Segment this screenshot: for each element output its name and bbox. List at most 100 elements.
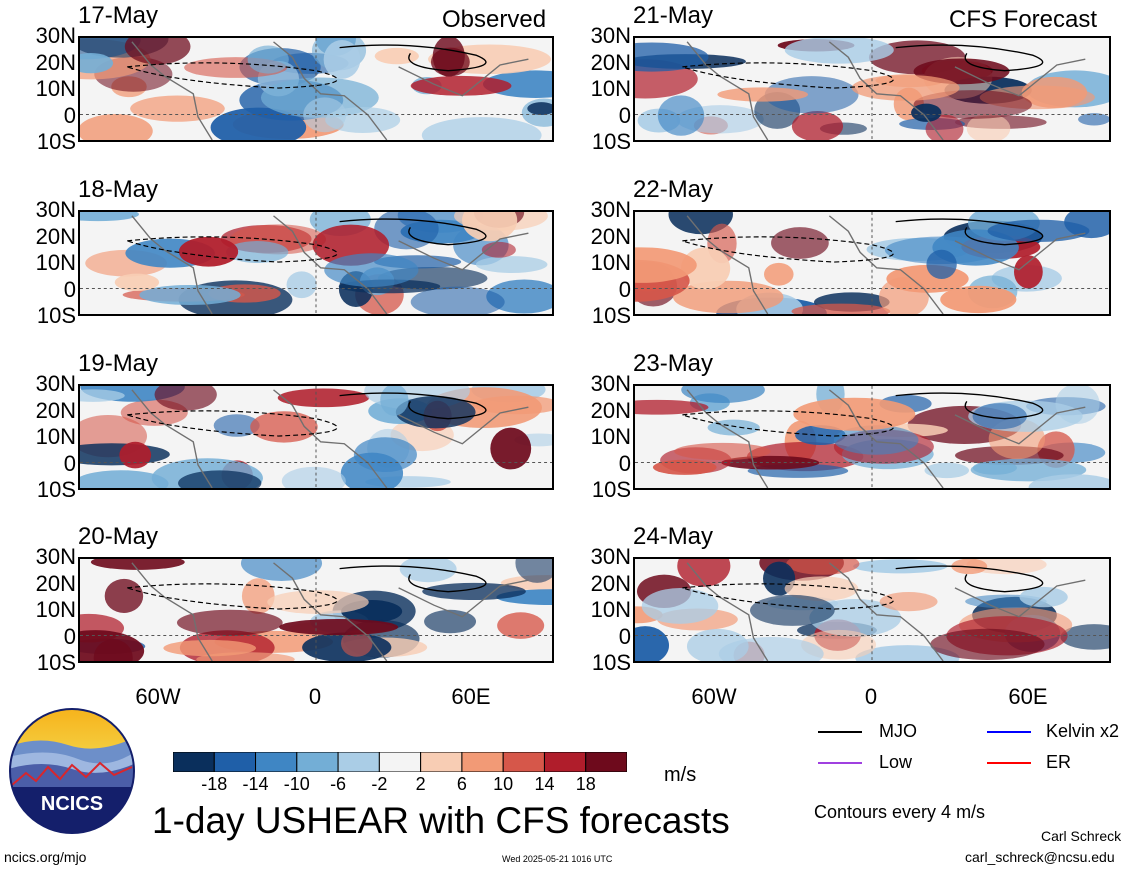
lat-label-right-0-4: 10S bbox=[591, 129, 631, 154]
lat-label-right-1-4: 10S bbox=[591, 303, 631, 328]
lat-label-right-1-3: 0 bbox=[618, 276, 631, 302]
lon-label-60e-right: 60E bbox=[1008, 684, 1048, 709]
colorbar-tick-0: -18 bbox=[201, 774, 228, 794]
lat-label-right-3-3: 0 bbox=[618, 623, 631, 649]
lat-label-left-0-1: 20N bbox=[35, 49, 76, 75]
legend-label-mjo: MJO bbox=[879, 721, 917, 741]
lat-label-left-2-1: 20N bbox=[35, 397, 76, 423]
lat-label-left-2-2: 10N bbox=[35, 424, 76, 449]
map-panel-right-1 bbox=[633, 210, 1111, 316]
colorbar-swatch-10 bbox=[585, 751, 628, 773]
lat-label-left-3-0: 30N bbox=[35, 544, 76, 569]
colorbar-swatch-4 bbox=[337, 751, 380, 773]
map-panel-left-3 bbox=[78, 557, 554, 663]
lat-label-left-0-0: 30N bbox=[35, 23, 76, 48]
footer-site: ncics.org/mjo bbox=[4, 849, 87, 865]
lat-label-right-2-0: 30N bbox=[590, 371, 631, 396]
lat-label-right-0-2: 10N bbox=[590, 76, 631, 101]
colorbar-tick-6: 6 bbox=[456, 774, 467, 794]
lat-label-right-1-1: 20N bbox=[590, 223, 631, 249]
footer-author: Carl Schreck bbox=[1041, 828, 1122, 844]
colorbar-unit: m/s bbox=[664, 764, 697, 786]
date-label-left-3: 20-May bbox=[78, 523, 159, 550]
lat-label-left-2-0: 30N bbox=[35, 371, 76, 396]
date-label-right-3: 24-May bbox=[633, 523, 714, 550]
map-panel-left-2 bbox=[78, 384, 554, 490]
legend-line-low bbox=[818, 762, 862, 764]
colorbar-swatch-1 bbox=[213, 751, 257, 773]
footer-email: carl_schreck@ncsu.edu bbox=[965, 849, 1115, 865]
legend-label-er: ER bbox=[1046, 752, 1072, 772]
lat-label-left-3-4: 10S bbox=[36, 650, 76, 675]
lon-label-60w-right: 60W bbox=[691, 684, 737, 709]
colorbar-swatch-0 bbox=[172, 751, 215, 773]
lon-label-60e: 60E bbox=[451, 684, 491, 709]
footer-timestamp: Wed 2025-05-21 1016 UTC bbox=[502, 854, 613, 864]
colorbar-swatch-7 bbox=[461, 751, 504, 773]
lat-label-right-0-0: 30N bbox=[590, 23, 631, 48]
lat-label-right-3-1: 20N bbox=[590, 570, 631, 596]
lat-label-left-3-2: 10N bbox=[35, 597, 76, 622]
legend-label-kelvin: Kelvin x2 bbox=[1046, 721, 1120, 741]
lat-label-right-1-2: 10N bbox=[590, 250, 631, 275]
lon-label-0: 0 bbox=[308, 684, 322, 709]
lat-label-left-2-3: 0 bbox=[63, 450, 76, 476]
lat-label-right-1-0: 30N bbox=[590, 197, 631, 222]
colorbar-tick-7: 10 bbox=[493, 774, 514, 794]
lat-label-left-1-4: 10S bbox=[36, 303, 76, 328]
lat-label-left-0-3: 0 bbox=[63, 102, 76, 128]
colorbar-swatch-2 bbox=[255, 751, 298, 773]
lat-label-right-2-1: 20N bbox=[590, 397, 631, 423]
lat-label-left-1-0: 30N bbox=[35, 197, 76, 222]
colorbar-swatch-6 bbox=[420, 751, 463, 773]
colorbar-tick-8: 14 bbox=[534, 774, 555, 794]
lat-label-left-3-3: 0 bbox=[63, 623, 76, 649]
lon-label-0-right: 0 bbox=[864, 684, 878, 709]
lat-label-left-1-3: 0 bbox=[63, 276, 76, 302]
lat-label-right-2-3: 0 bbox=[618, 450, 631, 476]
observed-caption: Observed bbox=[442, 6, 547, 33]
date-label-right-2: 23-May bbox=[633, 350, 714, 377]
lat-label-right-2-4: 10S bbox=[591, 477, 631, 502]
lat-label-right-0-3: 0 bbox=[618, 102, 631, 128]
map-panel-left-0 bbox=[78, 36, 554, 142]
legend-line-er bbox=[987, 762, 1031, 764]
date-label-left-0: 17-May bbox=[78, 2, 159, 29]
legend-line-kelvin bbox=[987, 731, 1031, 733]
lat-label-right-3-4: 10S bbox=[591, 650, 631, 675]
colorbar-tick-4: -2 bbox=[371, 774, 388, 794]
date-label-left-1: 18-May bbox=[78, 176, 159, 203]
colorbar-tick-9: 18 bbox=[575, 774, 596, 794]
legend-line-mjo bbox=[818, 731, 862, 733]
colorbar-tick-1: -14 bbox=[242, 774, 269, 794]
map-panel-right-0 bbox=[633, 36, 1111, 142]
colorbar-swatch-3 bbox=[296, 751, 339, 773]
date-label-right-1: 22-May bbox=[633, 176, 714, 203]
lat-label-left-0-2: 10N bbox=[35, 76, 76, 101]
lat-label-left-2-4: 10S bbox=[36, 477, 76, 502]
logo-text: NCICS bbox=[41, 793, 103, 815]
lat-label-left-3-1: 20N bbox=[35, 570, 76, 596]
lat-label-left-0-4: 10S bbox=[36, 129, 76, 154]
forecast-caption: CFS Forecast bbox=[949, 6, 1098, 33]
lat-label-left-1-1: 20N bbox=[35, 223, 76, 249]
lat-label-right-2-2: 10N bbox=[590, 424, 631, 449]
lat-label-right-0-1: 20N bbox=[590, 49, 631, 75]
figure-title: 1-day USHEAR with CFS forecasts bbox=[152, 800, 730, 841]
legend-label-low: Low bbox=[879, 752, 913, 772]
contour-note: Contours every 4 m/s bbox=[814, 802, 986, 822]
lat-label-left-1-2: 10N bbox=[35, 250, 76, 275]
colorbar-swatch-5 bbox=[378, 751, 422, 773]
ncics-logo: NCICS bbox=[8, 707, 136, 835]
date-label-left-2: 19-May bbox=[78, 350, 159, 377]
colorbar-swatch-9 bbox=[543, 751, 587, 773]
map-panel-right-2 bbox=[633, 384, 1111, 490]
lat-label-right-3-2: 10N bbox=[590, 597, 631, 622]
colorbar-tick-2: -10 bbox=[283, 774, 310, 794]
map-panel-right-3 bbox=[633, 557, 1111, 663]
colorbar-tick-3: -6 bbox=[330, 774, 347, 794]
colorbar bbox=[172, 751, 628, 773]
lat-label-right-3-0: 30N bbox=[590, 544, 631, 569]
colorbar-swatch-8 bbox=[502, 751, 545, 773]
map-panel-left-1 bbox=[78, 210, 554, 316]
